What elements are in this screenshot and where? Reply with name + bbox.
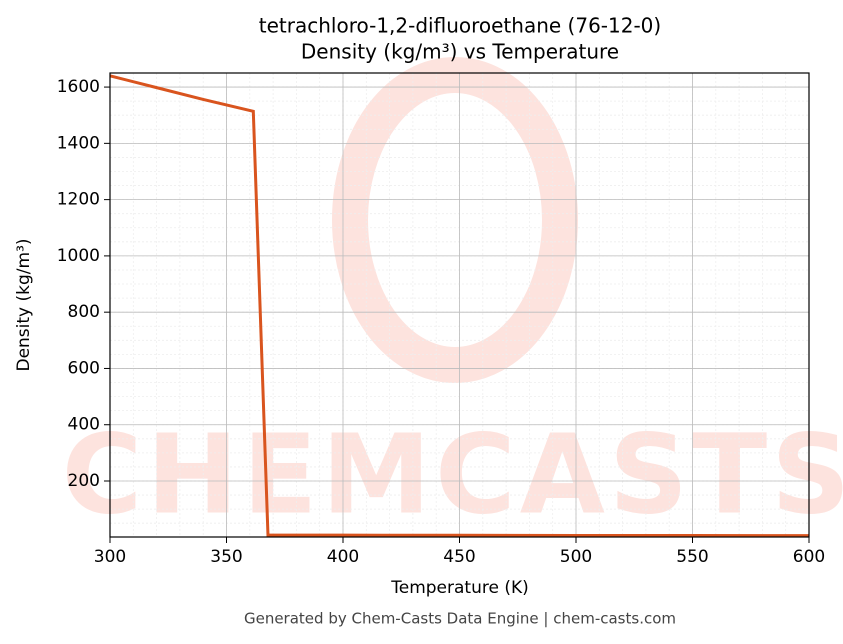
footer: Generated by Chem-Casts Data Engine | ch… (244, 610, 676, 628)
y-axis-label: Density (kg/m³) (14, 238, 34, 371)
x-tick-label: 300 (94, 547, 126, 567)
x-tick-label: 350 (210, 547, 242, 567)
plot-frame (109, 72, 810, 538)
y-tick-label: 600 (68, 358, 100, 378)
x-tick-label: 450 (443, 547, 475, 567)
chart-title: tetrachloro-1,2-difluoroethane (76-12-0) (259, 14, 661, 38)
watermark-layer: CHEMCASTS (62, 57, 843, 538)
y-tick-label: 1400 (57, 133, 100, 153)
x-tick-label: 550 (676, 547, 708, 567)
x-tick-label: 500 (560, 547, 592, 567)
chart-subtitle: Density (kg/m³) vs Temperature (301, 40, 619, 64)
y-tick-label: 1200 (57, 190, 100, 210)
x-tick-label: 400 (327, 547, 359, 567)
data-line (110, 74, 809, 537)
y-tick-label: 200 (68, 471, 100, 491)
watermark-logo (332, 57, 578, 383)
y-tick-label: 1600 (57, 77, 100, 97)
y-tick-label: 400 (68, 415, 100, 435)
x-tick-label: 600 (793, 547, 825, 567)
y-tick-label: 800 (68, 302, 100, 322)
y-tick-label: 1000 (57, 246, 100, 266)
x-axis-label: Temperature (K) (390, 578, 529, 598)
watermark: CHEMCASTS (62, 410, 843, 538)
